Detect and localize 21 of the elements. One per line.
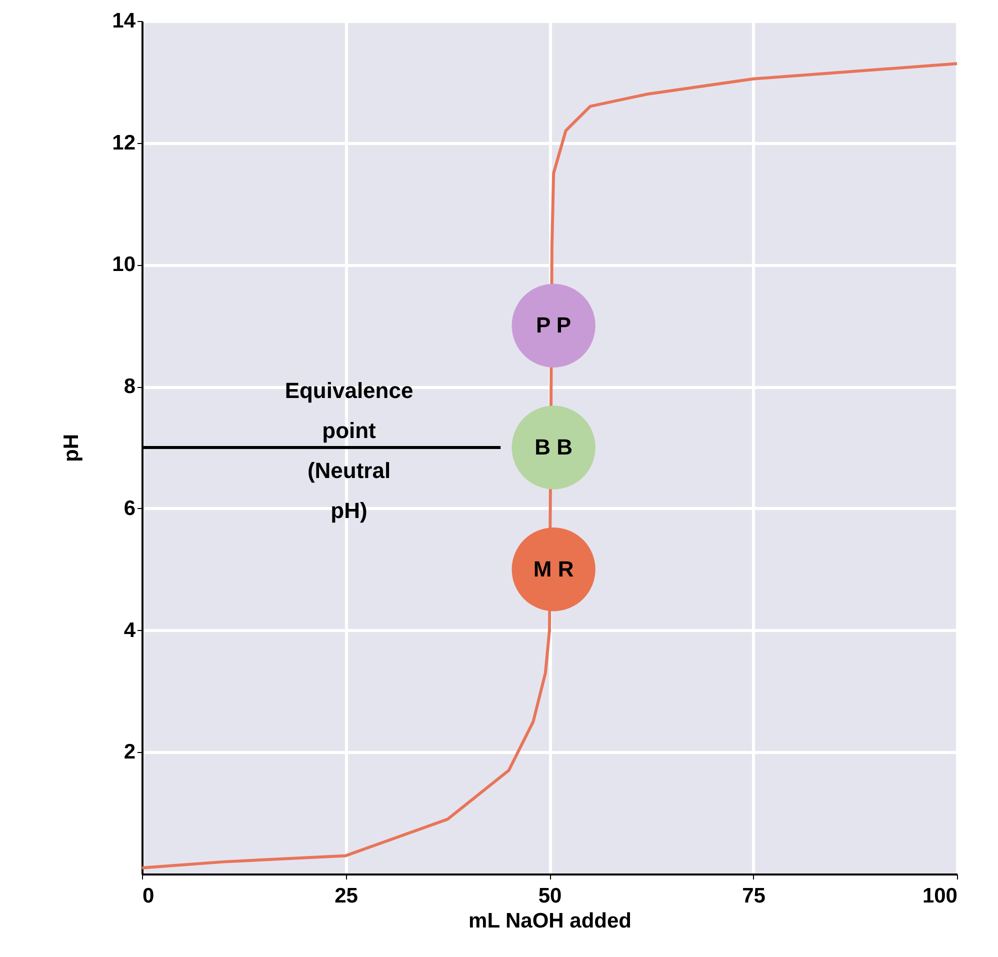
point — [512, 406, 596, 490]
y-tick-label: 10 — [112, 253, 136, 276]
y-tick-label: 6 — [124, 496, 136, 520]
y-tick-label: 2 — [124, 740, 136, 764]
y-axis-title: pH — [60, 434, 84, 462]
data-label: P P — [536, 312, 572, 338]
x-tick-label: 0 — [142, 884, 154, 908]
x-tick-label: 25 — [334, 884, 358, 908]
y-tick-label: 8 — [124, 375, 136, 398]
x-tick-label: 50 — [538, 884, 562, 908]
point — [512, 284, 596, 368]
x-tick-label: 75 — [742, 884, 766, 908]
x-tick-label: 100 — [922, 884, 958, 908]
y-tick-label: 4 — [124, 618, 136, 642]
data-label: M R — [533, 556, 574, 582]
y-tick-label: 12 — [112, 131, 136, 154]
point — [512, 528, 596, 612]
y-tick-label: 14 — [112, 10, 136, 32]
annotation: Equivalence point (Neutral pH) — [284, 378, 414, 523]
x-axis-title: mL NaOH added — [468, 910, 632, 932]
data-label: B B — [534, 434, 573, 460]
